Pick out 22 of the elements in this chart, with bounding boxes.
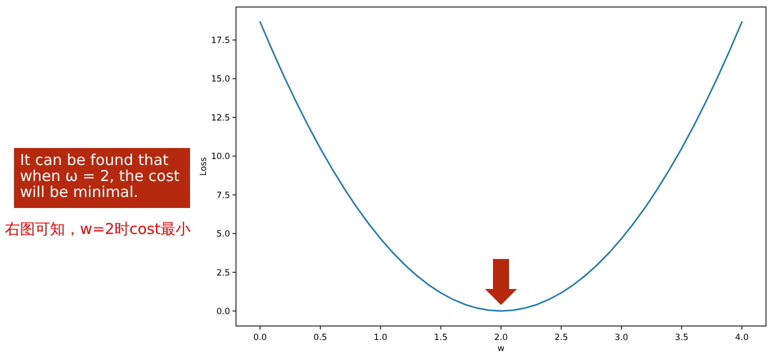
y-tick-label: 10.0 [211, 152, 230, 162]
y-tick-label: 5.0 [216, 230, 230, 240]
x-tick-label: 2.0 [494, 333, 508, 343]
x-tick-label: 0.5 [314, 333, 328, 343]
x-axis-title: w [498, 344, 505, 354]
y-tick-label: 12.5 [211, 113, 230, 124]
y-tick-label: 7.5 [216, 190, 230, 201]
x-tick-label: 2.5 [554, 333, 568, 343]
y-tick-label: 15.0 [211, 74, 230, 85]
text: It can be found that when ω = 2, the cost will be minimal. [20, 151, 180, 201]
x-tick-label: 4.0 [735, 333, 749, 343]
y-tick-label: 2.5 [216, 268, 230, 278]
x-tick-label: 0.0 [253, 333, 267, 343]
x-tick-label: 1.5 [434, 333, 448, 343]
x-tick-label: 3.0 [614, 333, 628, 343]
y-tick-label: 17.5 [211, 36, 230, 46]
x-tick-label: 1.0 [374, 333, 388, 343]
text: 右图可知，w=2时cost最小 [5, 220, 191, 238]
y-axis-title: Loss [199, 156, 209, 176]
y-tick-label: 0.0 [216, 306, 230, 317]
x-tick-label: 3.5 [674, 333, 688, 343]
line-series [259, 21, 743, 312]
